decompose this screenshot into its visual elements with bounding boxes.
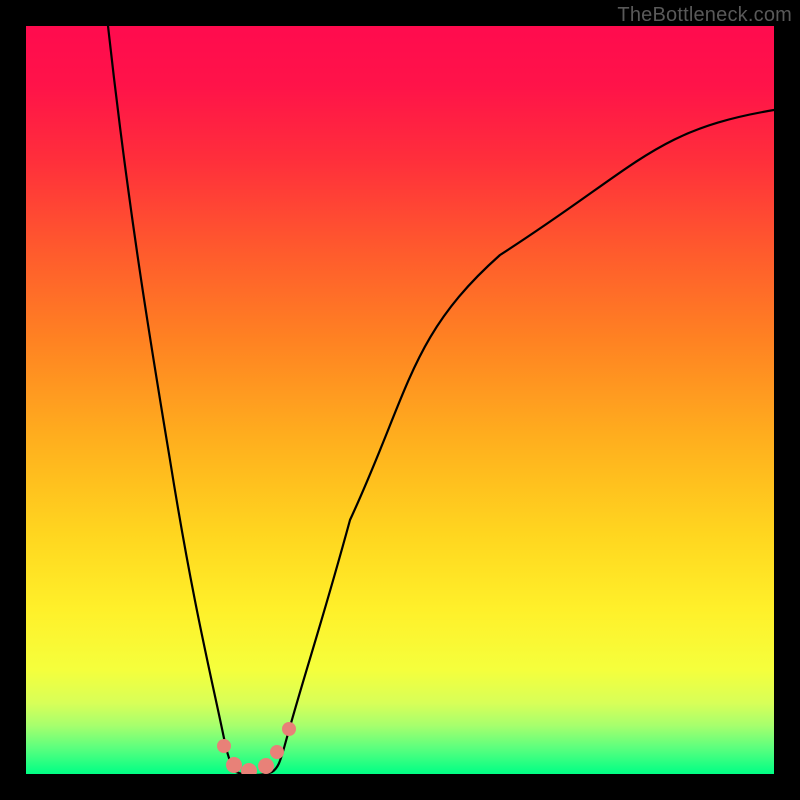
curve-marker — [217, 739, 231, 753]
curve-marker — [226, 757, 242, 773]
chart-svg — [0, 0, 800, 800]
chart-stage: TheBottleneck.com — [0, 0, 800, 800]
curve-marker — [282, 722, 296, 736]
curve-marker — [270, 745, 284, 759]
curve-marker — [258, 758, 274, 774]
